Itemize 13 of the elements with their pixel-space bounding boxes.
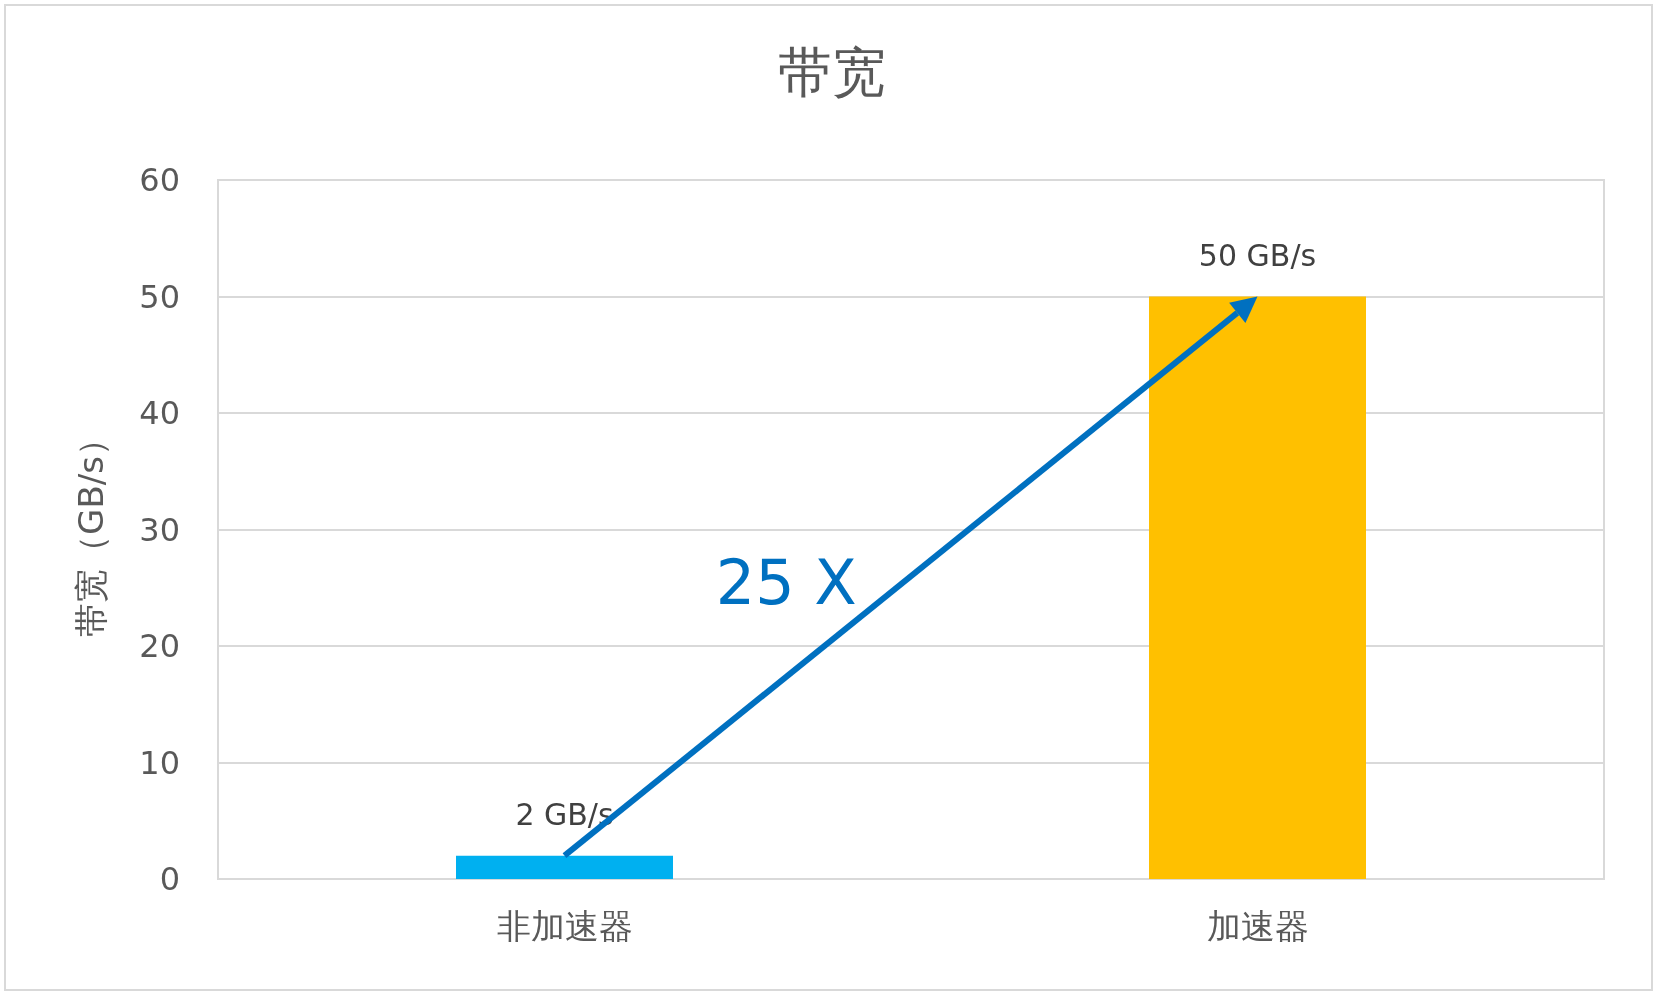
y-axis-title: 带宽（GB/s） <box>71 422 111 637</box>
data-label: 50 GB/s <box>1198 238 1317 273</box>
x-tick-label: 加速器 <box>1206 906 1309 946</box>
y-tick-label: 0 <box>159 860 180 898</box>
chart-title: 带宽 <box>777 40 886 104</box>
annotation: 25 X <box>715 545 857 619</box>
y-tick-label: 30 <box>139 510 180 549</box>
y-tick-label: 50 <box>139 277 180 316</box>
y-tick-label: 40 <box>139 394 180 432</box>
y-tick-label: 60 <box>139 161 180 199</box>
y-tick-label: 10 <box>139 743 180 782</box>
x-tick-label: 非加速器 <box>496 906 633 946</box>
y-tick-label: 20 <box>139 627 180 665</box>
